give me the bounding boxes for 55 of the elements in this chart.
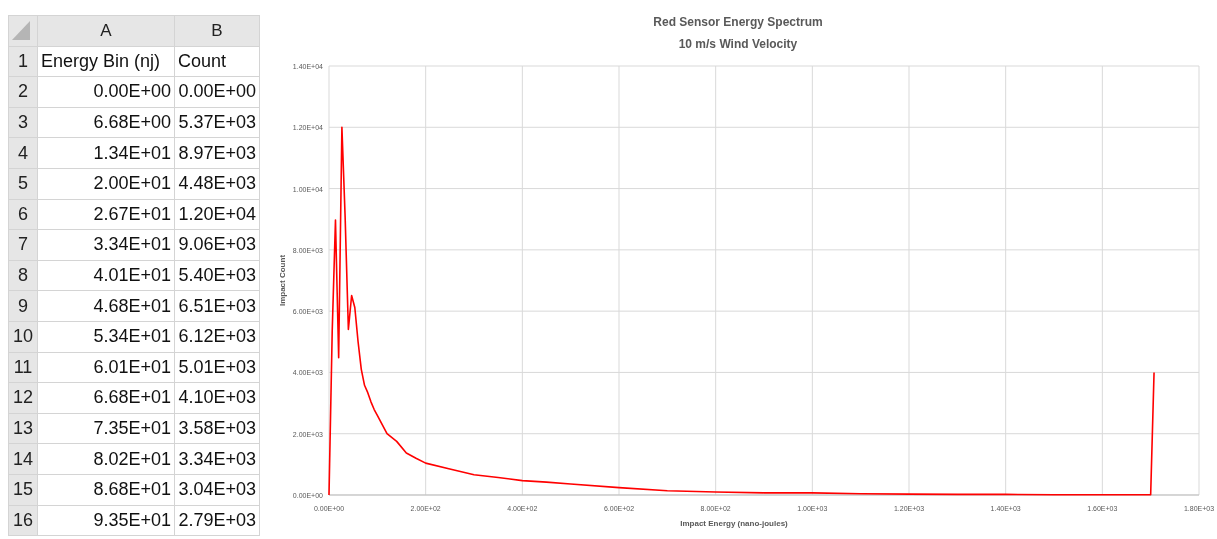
text: 5.01E+03 bbox=[178, 356, 256, 377]
y-tick-label: 8 bbox=[8, 260, 38, 291]
text: Energy Bin (nj) bbox=[41, 50, 161, 71]
y-tick-label: 16 bbox=[8, 505, 38, 536]
text: 4.10E+03 bbox=[178, 387, 256, 408]
text: 2.00E+01 bbox=[93, 173, 171, 194]
chart-title: Red Sensor Energy Spectrum bbox=[653, 15, 823, 29]
text: 9.06E+03 bbox=[178, 234, 256, 255]
text: 6.01E+01 bbox=[93, 356, 171, 377]
text: 6.51E+03 bbox=[178, 295, 256, 316]
y-tick-label: 10 bbox=[8, 321, 38, 353]
y-tick-label: 15 bbox=[8, 474, 38, 505]
y-tick-label: 5 bbox=[8, 168, 38, 200]
text: 0.00E+00 bbox=[93, 81, 171, 102]
text: 8.97E+03 bbox=[178, 142, 256, 163]
text: 9.35E+01 bbox=[93, 509, 171, 530]
y-tick-label: 13 bbox=[8, 413, 38, 444]
text: 4.01E+01 bbox=[93, 265, 171, 286]
y-tick-label: 7 bbox=[8, 229, 38, 261]
y-tick-label: 9 bbox=[8, 290, 38, 322]
y-tick-label: 4 bbox=[8, 137, 38, 169]
y-tick-label: 12 bbox=[8, 382, 38, 414]
text: 4.48E+03 bbox=[178, 173, 256, 194]
y-tick-label: 11 bbox=[8, 352, 38, 383]
text: Count bbox=[178, 50, 227, 71]
x-tick-label: A bbox=[37, 15, 175, 47]
chart-subtitle: 10 m/s Wind Velocity bbox=[678, 37, 798, 51]
text: 2.79E+03 bbox=[178, 509, 256, 530]
text: 3.34E+03 bbox=[178, 448, 256, 469]
text: 6.68E+00 bbox=[93, 112, 171, 133]
text: 3.04E+03 bbox=[178, 479, 256, 500]
text: 1.20E+04 bbox=[178, 203, 256, 224]
text: 7.35E+01 bbox=[93, 418, 171, 439]
text: 5.37E+03 bbox=[178, 112, 256, 133]
text: 5.34E+01 bbox=[93, 326, 171, 347]
text: 0.00E+00 bbox=[178, 81, 256, 102]
y-tick-label: 14 bbox=[8, 443, 38, 475]
y-tick-label: 6 bbox=[8, 199, 38, 230]
text: 2.67E+01 bbox=[93, 203, 171, 224]
text: 3.34E+01 bbox=[93, 234, 171, 255]
text: 8.68E+01 bbox=[93, 479, 171, 500]
text: 3.58E+03 bbox=[178, 418, 256, 439]
text: 5.40E+03 bbox=[178, 265, 256, 286]
text: 6.12E+03 bbox=[178, 326, 256, 347]
x-axis-title: Impact Energy (nano-joules) bbox=[680, 519, 789, 528]
line-series bbox=[328, 126, 1155, 496]
x-tick-label: B bbox=[174, 15, 260, 47]
text: 6.68E+01 bbox=[93, 387, 171, 408]
y-axis-title: Impact Count bbox=[278, 254, 287, 307]
text: 8.02E+01 bbox=[93, 448, 171, 469]
y-tick-label: 2 bbox=[8, 76, 38, 108]
text: 1.34E+01 bbox=[93, 142, 171, 163]
y-tick-label: 3 bbox=[8, 107, 38, 138]
text: 4.68E+01 bbox=[93, 295, 171, 316]
y-tick-label: 1 bbox=[8, 46, 38, 77]
